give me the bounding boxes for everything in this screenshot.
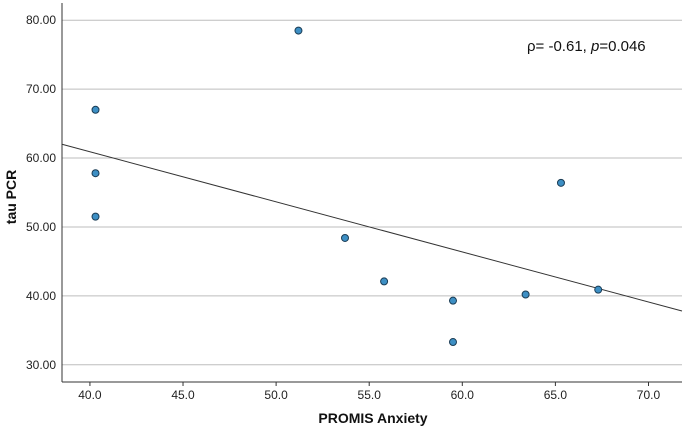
- data-point: [594, 285, 603, 294]
- data-points: [91, 26, 603, 347]
- x-tick-label: 65.0: [544, 388, 568, 402]
- y-axis-title: tau PCR: [3, 170, 19, 224]
- x-tick-label: 55.0: [358, 388, 382, 402]
- data-point: [556, 178, 565, 187]
- data-point: [448, 296, 457, 305]
- data-point: [294, 26, 303, 35]
- rho-value: = -0.61,: [536, 38, 591, 55]
- regression-line: [61, 143, 683, 312]
- x-tick-label: 70.0: [637, 388, 661, 402]
- y-tick-label: 80.00: [26, 13, 56, 27]
- p-value: =0.046: [599, 38, 645, 55]
- y-tick-label: 60.00: [26, 151, 56, 165]
- data-point: [521, 290, 530, 299]
- x-axis-title: PROMIS Anxiety: [318, 410, 427, 426]
- data-point: [380, 277, 389, 286]
- axes: [61, 3, 682, 383]
- x-tick-label: 40.0: [78, 388, 102, 402]
- grid-lines: [62, 19, 682, 366]
- y-tick-label: 50.00: [26, 220, 56, 234]
- x-tick-label: 60.0: [451, 388, 475, 402]
- x-tick-label: 50.0: [264, 388, 288, 402]
- x-tick-label: 45.0: [171, 388, 195, 402]
- data-point: [91, 169, 100, 178]
- data-point: [91, 105, 100, 114]
- data-point: [341, 233, 350, 242]
- p-symbol: p: [590, 38, 599, 55]
- fit-line: [61, 143, 683, 312]
- y-tick-label: 70.00: [26, 82, 56, 96]
- y-tick-label: 30.00: [26, 358, 56, 372]
- x-tick-labels: 40.0 45.0 50.0 55.0 60.0 65.0 70.0: [78, 382, 660, 402]
- rho-symbol: ρ: [527, 38, 536, 55]
- data-point: [91, 212, 100, 221]
- data-point: [448, 338, 457, 347]
- y-tick-label: 40.00: [26, 289, 56, 303]
- y-tick-labels: 30.00 40.00 50.00 60.00 70.00 80.00: [26, 13, 56, 372]
- correlation-annotation: ρ= -0.61, p=0.046: [527, 38, 646, 55]
